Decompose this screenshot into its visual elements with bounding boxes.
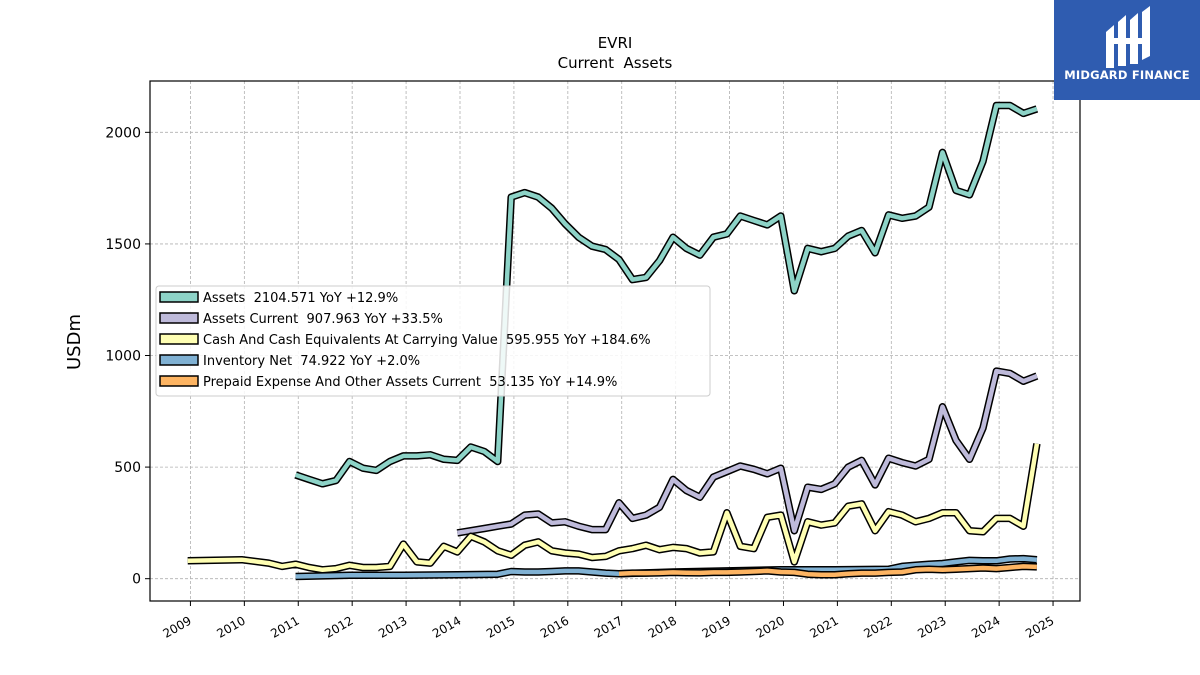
series-line <box>618 564 1037 577</box>
series-line <box>456 368 1038 536</box>
legend-swatch <box>159 375 199 387</box>
legend-entry: Prepaid Expense And Other Assets Current… <box>203 375 617 390</box>
legend-entry: Assets 2104.571 YoY +12.9% <box>203 291 398 306</box>
y-tick-label: 0 <box>132 572 141 588</box>
legend-entry: Inventory Net 74.922 YoY +2.0% <box>203 354 420 369</box>
series-4 <box>618 562 1038 579</box>
series-line <box>187 443 1040 573</box>
legend-swatch <box>159 291 199 303</box>
plot-frame <box>149 80 1081 602</box>
y-axis-label: USDm <box>64 314 85 370</box>
series-2 <box>187 443 1041 574</box>
series-line <box>294 103 1038 487</box>
y-tick-label: 500 <box>114 460 141 476</box>
legend-entry: Cash And Cash Equivalents At Carrying Va… <box>203 333 651 348</box>
y-tick-label: 1000 <box>105 349 141 365</box>
chart-subtitle: Current Assets <box>558 54 673 72</box>
legend: Assets 2104.571 YoY +12.9% Assets Current… <box>155 285 711 397</box>
legend-box <box>155 285 711 397</box>
legend-swatch <box>159 333 199 345</box>
y-ticks: 0 500 1000 1500 2000 <box>105 125 150 588</box>
series-0 <box>294 101 1039 488</box>
series-layer <box>187 101 1041 581</box>
legend-swatch <box>159 312 199 324</box>
y-tick-label: 1500 <box>105 237 141 253</box>
chart-title: EVRI <box>598 34 633 52</box>
brand-name: MIDGARD FINANCE <box>1064 68 1190 82</box>
series-1 <box>456 367 1039 537</box>
midgard-logo-icon <box>1106 6 1150 68</box>
y-tick-label: 2000 <box>105 125 141 141</box>
legend-swatch <box>159 354 199 366</box>
brand-logo: MIDGARD FINANCE <box>1054 0 1200 100</box>
legend-entry: Assets Current 907.963 YoY +33.5% <box>203 312 443 327</box>
